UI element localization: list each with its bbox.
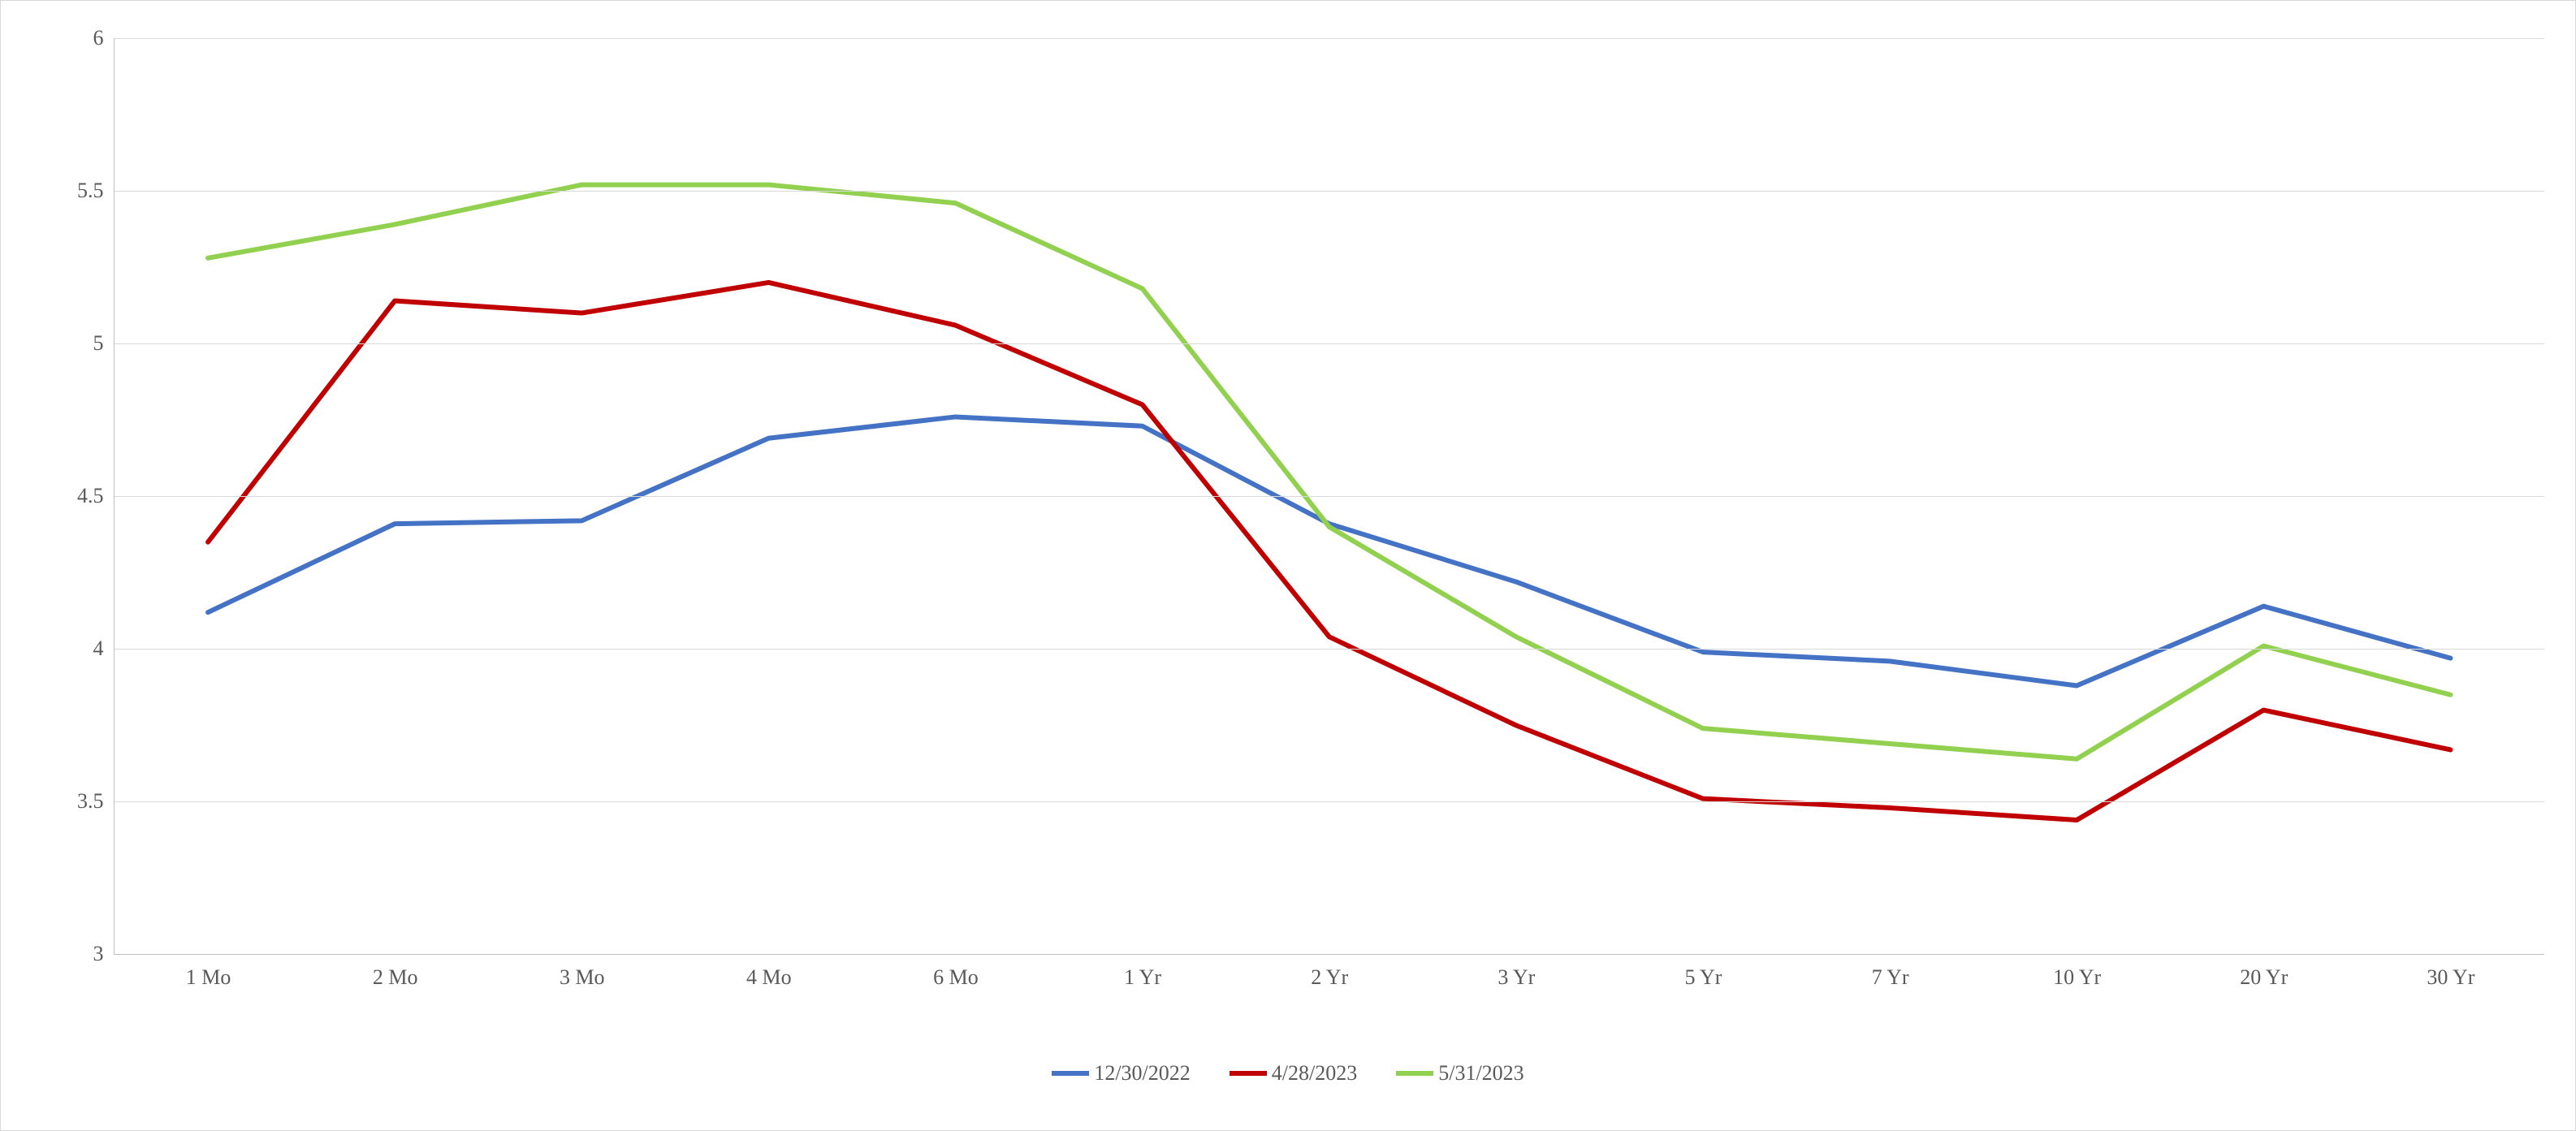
y-tick-label: 4.5 xyxy=(77,484,115,508)
gridline xyxy=(115,38,2544,39)
x-tick-label: 2 Mo xyxy=(373,954,418,990)
series-line xyxy=(209,417,2451,685)
gridline xyxy=(115,649,2544,650)
x-tick-label: 20 Yr xyxy=(2240,954,2288,990)
legend-label: 12/30/2022 xyxy=(1094,1061,1190,1086)
yield-curve-chart: 3 3.5 4 4.5 5 5.5 6 1 Mo 2 Mo 3 Mo 4 Mo 6 Mo 1 Yr 2 Y… xyxy=(0,0,2576,1131)
legend-swatch xyxy=(1052,1071,1089,1076)
x-tick-label: 3 Yr xyxy=(1498,954,1535,990)
x-tick-label: 10 Yr xyxy=(2053,954,2101,990)
series-line xyxy=(209,184,2451,758)
legend-swatch xyxy=(1230,1071,1267,1076)
legend-item: 12/30/2022 xyxy=(1052,1061,1190,1086)
y-tick-label: 4 xyxy=(93,637,115,661)
gridline xyxy=(115,191,2544,192)
gridline xyxy=(115,801,2544,802)
x-tick-label: 5 Yr xyxy=(1684,954,1722,990)
legend-item: 5/31/2023 xyxy=(1396,1061,1524,1086)
gridline xyxy=(115,343,2544,344)
legend-item: 4/28/2023 xyxy=(1230,1061,1357,1086)
x-tick-label: 1 Mo xyxy=(186,954,231,990)
y-tick-label: 5 xyxy=(93,331,115,356)
legend-swatch xyxy=(1396,1071,1433,1076)
plot-area: 33.544.555.561 Mo2 Mo3 Mo4 Mo6 Mo1 Yr2 Y… xyxy=(114,38,2544,956)
y-tick-label: 3.5 xyxy=(77,789,115,814)
x-tick-label: 7 Yr xyxy=(1872,954,1909,990)
x-tick-label: 2 Yr xyxy=(1311,954,1348,990)
legend-label: 5/31/2023 xyxy=(1438,1061,1524,1086)
x-tick-label: 1 Yr xyxy=(1124,954,1161,990)
legend-label: 4/28/2023 xyxy=(1272,1061,1357,1086)
y-tick-label: 6 xyxy=(93,26,115,50)
x-tick-label: 6 Mo xyxy=(933,954,979,990)
x-tick-label: 3 Mo xyxy=(560,954,605,990)
x-tick-label: 4 Mo xyxy=(746,954,792,990)
y-tick-label: 3 xyxy=(93,942,115,966)
y-tick-label: 5.5 xyxy=(77,179,115,203)
x-tick-label: 30 Yr xyxy=(2427,954,2474,990)
gridline xyxy=(115,496,2544,497)
legend: 12/30/2022 4/28/2023 5/31/2023 xyxy=(1,1029,2575,1119)
series-line xyxy=(209,283,2451,820)
